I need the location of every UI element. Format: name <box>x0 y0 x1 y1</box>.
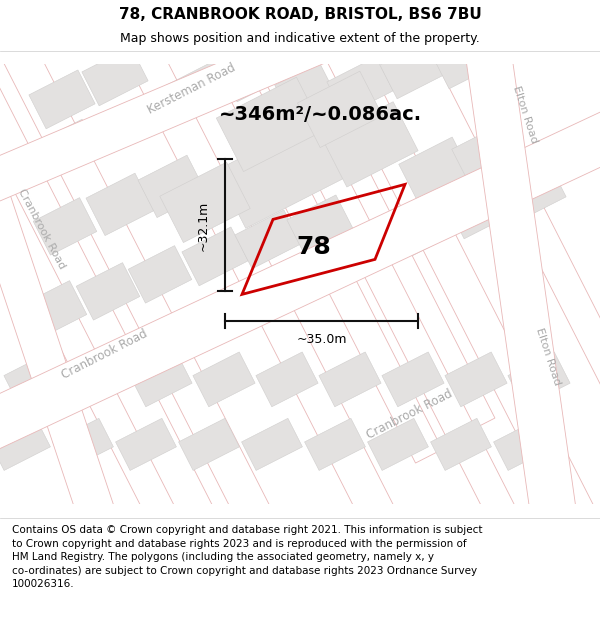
Text: Cranbrook Road: Cranbrook Road <box>17 188 67 271</box>
Polygon shape <box>245 0 595 524</box>
Polygon shape <box>500 163 566 222</box>
Text: Elton Road: Elton Road <box>511 84 539 144</box>
Polygon shape <box>380 40 446 99</box>
Polygon shape <box>128 246 192 303</box>
Text: Elton Road: Elton Road <box>534 326 562 386</box>
Polygon shape <box>0 128 118 531</box>
Polygon shape <box>179 418 239 471</box>
Polygon shape <box>0 94 600 467</box>
Polygon shape <box>220 43 286 102</box>
Polygon shape <box>67 352 129 407</box>
Text: 78, CRANBROOK ROAD, BRISTOL, BS6 7BU: 78, CRANBROOK ROAD, BRISTOL, BS6 7BU <box>119 7 481 22</box>
Polygon shape <box>457 0 578 528</box>
Polygon shape <box>298 71 383 148</box>
Polygon shape <box>399 137 471 202</box>
Polygon shape <box>0 418 50 471</box>
Polygon shape <box>275 62 335 116</box>
Polygon shape <box>29 70 95 129</box>
Polygon shape <box>447 180 513 239</box>
Polygon shape <box>138 155 206 218</box>
Polygon shape <box>198 0 542 573</box>
Polygon shape <box>368 418 428 471</box>
Polygon shape <box>287 195 353 254</box>
Polygon shape <box>431 418 491 471</box>
Polygon shape <box>76 262 140 320</box>
Polygon shape <box>40 119 97 169</box>
Polygon shape <box>0 0 232 625</box>
Polygon shape <box>328 0 600 473</box>
Text: ~32.1m: ~32.1m <box>197 200 209 251</box>
Text: Cranbrook Road: Cranbrook Road <box>365 387 455 442</box>
Text: Kersteman Road: Kersteman Road <box>146 62 238 117</box>
Polygon shape <box>98 0 442 463</box>
Polygon shape <box>452 122 524 187</box>
Polygon shape <box>4 352 66 407</box>
Text: ~346m²/~0.086ac.: ~346m²/~0.086ac. <box>218 105 422 124</box>
Polygon shape <box>242 418 302 471</box>
Text: Map shows position and indicative extent of the property.: Map shows position and indicative extent… <box>120 32 480 45</box>
Polygon shape <box>193 352 255 407</box>
Polygon shape <box>82 47 148 106</box>
Polygon shape <box>382 352 444 407</box>
Text: 78: 78 <box>296 236 331 259</box>
Polygon shape <box>182 227 248 286</box>
Polygon shape <box>0 0 295 604</box>
Text: Contains OS data © Crown copyright and database right 2021. This information is : Contains OS data © Crown copyright and d… <box>12 525 482 589</box>
Polygon shape <box>342 215 408 274</box>
Polygon shape <box>23 281 87 338</box>
Polygon shape <box>494 418 554 471</box>
Polygon shape <box>86 173 154 236</box>
Polygon shape <box>445 352 507 407</box>
Polygon shape <box>395 197 461 256</box>
Polygon shape <box>508 352 570 407</box>
Polygon shape <box>0 39 350 625</box>
Polygon shape <box>216 121 344 228</box>
Polygon shape <box>160 162 250 242</box>
Polygon shape <box>89 101 146 151</box>
Polygon shape <box>216 78 324 171</box>
Text: Cranbrook Road: Cranbrook Road <box>60 327 150 382</box>
Polygon shape <box>167 60 233 119</box>
Polygon shape <box>256 352 318 407</box>
Polygon shape <box>130 352 192 407</box>
Polygon shape <box>45 0 395 524</box>
Text: ~35.0m: ~35.0m <box>296 333 347 346</box>
Polygon shape <box>319 352 381 407</box>
Polygon shape <box>116 418 176 471</box>
Polygon shape <box>0 0 488 219</box>
Polygon shape <box>322 102 418 187</box>
Polygon shape <box>53 418 113 471</box>
Polygon shape <box>145 0 495 434</box>
Polygon shape <box>327 57 393 116</box>
Polygon shape <box>33 198 97 255</box>
Polygon shape <box>432 30 498 89</box>
Polygon shape <box>235 210 301 269</box>
Polygon shape <box>305 418 365 471</box>
